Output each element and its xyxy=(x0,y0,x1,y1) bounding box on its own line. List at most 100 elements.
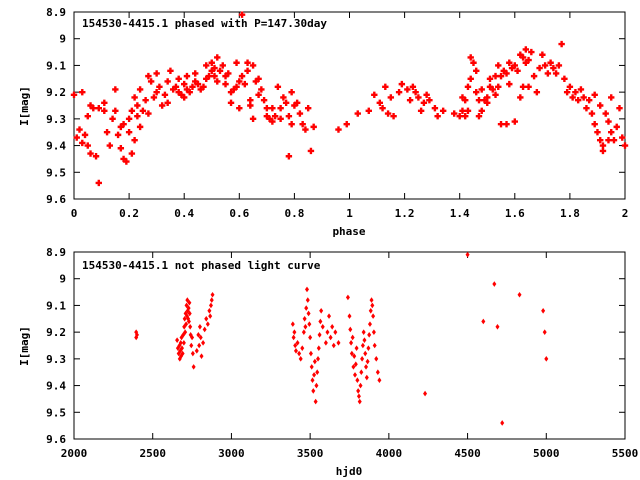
data-point xyxy=(291,334,296,341)
data-point xyxy=(186,88,193,96)
data-point xyxy=(134,329,139,335)
data-point xyxy=(462,96,469,104)
x-tick-label: 1 xyxy=(346,207,353,220)
data-point xyxy=(467,54,474,61)
data-point xyxy=(308,334,313,341)
data-point xyxy=(464,83,472,90)
data-point xyxy=(309,364,314,370)
data-point xyxy=(310,377,315,384)
x-tick-label: 1.6 xyxy=(505,207,525,220)
data-point xyxy=(315,369,320,376)
data-point xyxy=(131,137,138,144)
data-point xyxy=(187,310,192,317)
data-point xyxy=(580,94,587,101)
x-tick-label: 2 xyxy=(622,207,629,220)
data-point xyxy=(175,75,182,82)
data-point xyxy=(255,75,262,82)
data-point xyxy=(336,340,341,346)
data-point xyxy=(462,112,469,120)
data-point xyxy=(423,390,428,397)
data-point xyxy=(164,78,171,85)
data-point xyxy=(295,340,300,346)
phased-light-curve-panel: 154530-4415.1 phased with P=147.30day ph… xyxy=(18,6,628,238)
data-point xyxy=(189,342,194,349)
data-point xyxy=(305,297,310,303)
y-tick-label: 9.3 xyxy=(46,353,66,366)
data-point xyxy=(304,104,312,112)
data-point xyxy=(282,99,290,107)
data-point xyxy=(233,59,240,66)
data-point xyxy=(167,67,174,74)
data-point xyxy=(517,51,524,58)
data-point xyxy=(420,99,428,107)
data-point xyxy=(585,96,593,104)
data-point xyxy=(519,54,527,61)
data-point xyxy=(269,104,276,112)
data-point xyxy=(307,321,312,327)
data-point xyxy=(371,329,376,335)
data-point xyxy=(317,332,322,338)
x-tick-label: 1.2 xyxy=(395,207,415,220)
data-point xyxy=(495,83,502,90)
data-point xyxy=(210,291,215,298)
data-point xyxy=(484,94,491,101)
data-point xyxy=(290,321,295,327)
data-point xyxy=(412,88,419,96)
unphased-axis-ticks: 2000 2500 3000 3500 4000 4500 5000 5500 8.9 9 9.1 9… xyxy=(46,246,638,460)
data-point xyxy=(153,88,160,96)
x-tick-label: 2000 xyxy=(61,447,88,460)
data-point xyxy=(219,62,226,69)
data-point xyxy=(365,107,372,115)
data-point xyxy=(214,54,221,61)
data-point xyxy=(359,369,364,376)
data-point xyxy=(205,321,210,327)
x-tick-label: 1.8 xyxy=(560,207,580,220)
data-point xyxy=(125,129,133,136)
data-point xyxy=(230,86,237,93)
data-point xyxy=(169,86,177,93)
data-point xyxy=(79,139,86,147)
unphased-y-axis-label: I[mag] xyxy=(18,326,31,366)
data-point xyxy=(374,356,379,362)
data-point xyxy=(364,364,369,370)
data-point xyxy=(249,62,257,69)
data-point xyxy=(577,86,585,93)
data-point xyxy=(182,315,187,322)
data-point xyxy=(293,99,301,107)
data-point xyxy=(599,142,607,149)
data-point xyxy=(599,147,607,155)
data-point xyxy=(142,96,149,104)
data-point xyxy=(303,324,308,330)
data-point xyxy=(313,398,318,405)
data-point xyxy=(409,83,417,90)
y-tick-label: 9.2 xyxy=(46,86,66,99)
data-point xyxy=(497,72,505,80)
x-tick-label: 2500 xyxy=(139,447,166,460)
data-point xyxy=(608,94,615,101)
data-point xyxy=(288,88,295,96)
y-tick-label: 9 xyxy=(59,33,66,46)
data-point xyxy=(238,72,246,80)
data-point xyxy=(191,364,196,370)
data-point xyxy=(84,112,91,120)
unphased-chart-title: 154530-4415.1 not phased light curve xyxy=(82,259,321,272)
data-point xyxy=(345,294,350,301)
data-point xyxy=(550,64,557,72)
data-point xyxy=(583,104,590,112)
data-point xyxy=(406,96,414,104)
data-point xyxy=(492,91,499,99)
data-point xyxy=(81,131,89,139)
data-point xyxy=(486,75,494,82)
data-point xyxy=(204,315,209,322)
data-point xyxy=(183,329,188,335)
data-point xyxy=(197,324,202,330)
data-point xyxy=(375,369,380,376)
data-point xyxy=(101,99,108,107)
data-point xyxy=(187,299,192,306)
data-point xyxy=(156,83,163,90)
data-point xyxy=(222,72,229,80)
data-point xyxy=(258,86,265,93)
data-point xyxy=(387,94,395,101)
data-point xyxy=(605,137,612,144)
data-point xyxy=(372,342,377,349)
